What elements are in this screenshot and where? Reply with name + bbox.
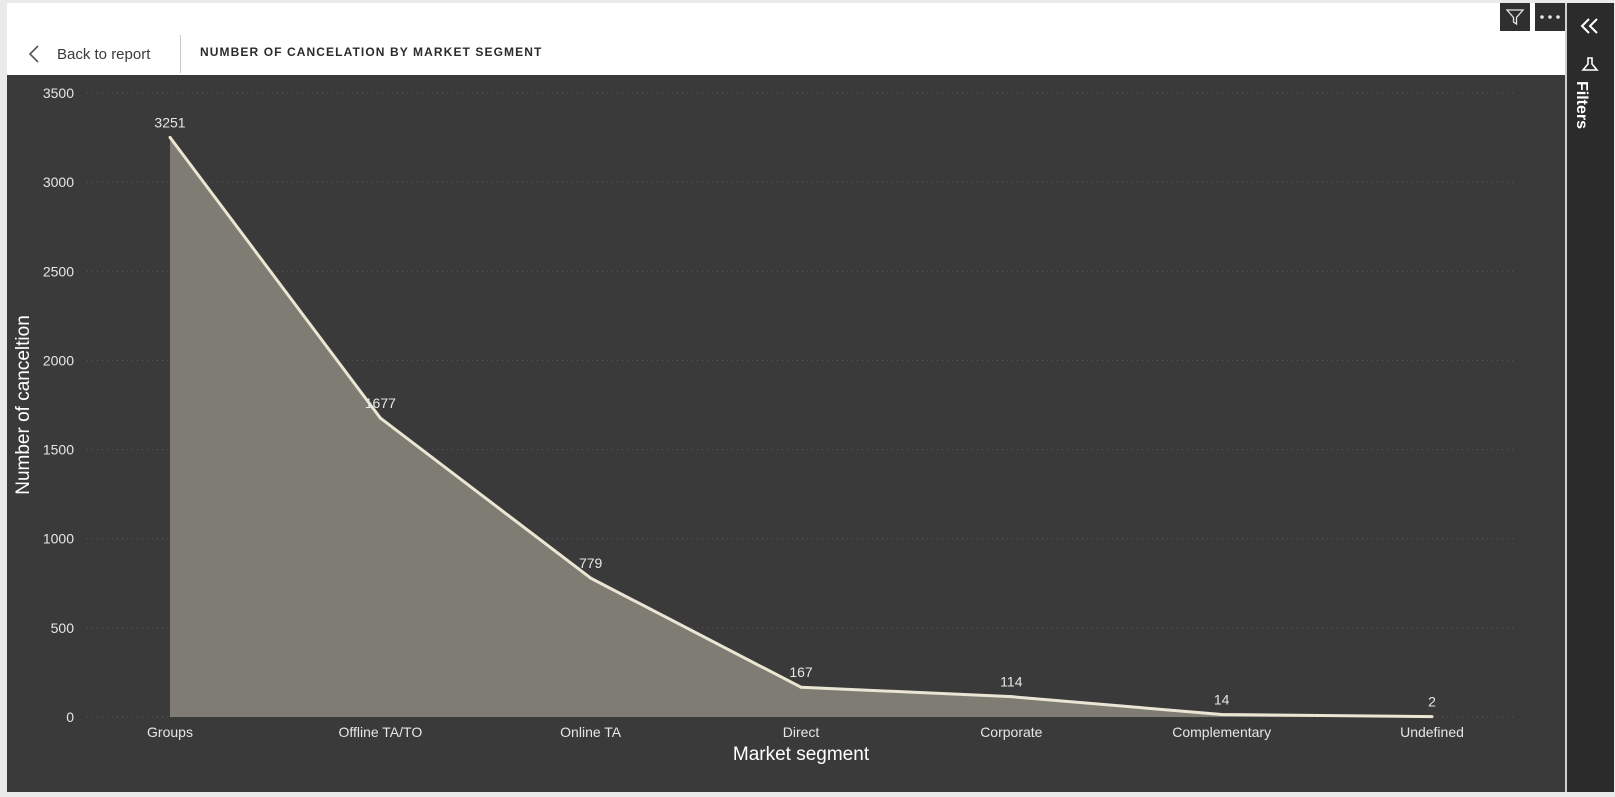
x-tick-label: Undefined (1400, 724, 1464, 740)
x-tick-label: Direct (783, 724, 820, 740)
ellipsis-icon (1540, 15, 1560, 19)
x-tick-label: Offline TA/TO (338, 724, 422, 740)
data-label: 114 (1000, 674, 1023, 690)
x-tick-label: Corporate (980, 724, 1042, 740)
focus-mode-header: Back to report NUMBER OF CANCELATION BY … (7, 3, 1565, 75)
funnel-icon (1505, 9, 1525, 26)
data-point (589, 576, 593, 580)
y-tick-label: 500 (51, 620, 75, 636)
x-axis-title: Market segment (733, 744, 870, 765)
y-tick-label: 0 (66, 709, 74, 725)
y-tick-label: 3500 (43, 85, 74, 101)
x-tick-label: Complementary (1172, 724, 1271, 740)
y-tick-label: 1000 (43, 531, 74, 547)
chevron-left-icon (28, 45, 39, 63)
header-divider (180, 35, 181, 73)
data-point (378, 416, 382, 420)
page-title: NUMBER OF CANCELATION BY MARKET SEGMENT (200, 45, 543, 59)
x-tick-label: Online TA (560, 724, 622, 740)
data-label: 167 (789, 664, 813, 680)
more-options-icon[interactable] (1535, 3, 1565, 31)
filter-icon[interactable] (1500, 3, 1530, 31)
chart-area: 0 500 1000 1500 2000 2500 3000 3500 3251 Groups 16… (7, 75, 1565, 792)
data-label: 14 (1214, 692, 1230, 708)
data-point (168, 135, 172, 139)
area-chart[interactable]: 0 500 1000 1500 2000 2500 3000 3500 3251 Groups 16… (7, 75, 1565, 792)
data-label: 779 (579, 555, 603, 571)
x-tick-label: Groups (147, 724, 193, 740)
y-tick-label: 2000 (43, 352, 74, 368)
area-fill (170, 137, 1432, 718)
data-label: 3251 (154, 114, 185, 130)
data-point (1220, 713, 1224, 717)
y-tick-label: 3000 (43, 174, 74, 190)
y-axis-title: Number of canceltion (13, 315, 34, 495)
data-point (1430, 715, 1434, 719)
funnel-icon (1581, 57, 1599, 71)
filters-label: Filters (1573, 81, 1590, 130)
back-to-report-button[interactable]: Back to report (27, 39, 150, 69)
y-tick-label: 2500 (43, 263, 74, 279)
filters-pane[interactable]: Filters (1565, 3, 1614, 792)
back-to-report-label: Back to report (57, 45, 151, 63)
data-point (799, 685, 803, 689)
data-point (1009, 695, 1013, 699)
data-label: 2 (1428, 694, 1436, 710)
data-label: 1677 (365, 395, 396, 411)
double-chevron-left-icon[interactable] (1580, 17, 1600, 35)
y-tick-label: 1500 (43, 442, 74, 458)
